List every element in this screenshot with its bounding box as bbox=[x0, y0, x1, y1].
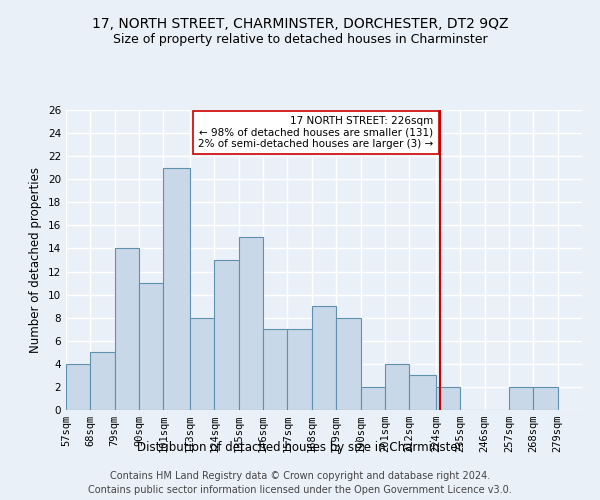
Text: Size of property relative to detached houses in Charminster: Size of property relative to detached ho… bbox=[113, 32, 487, 46]
Text: 17, NORTH STREET, CHARMINSTER, DORCHESTER, DT2 9QZ: 17, NORTH STREET, CHARMINSTER, DORCHESTE… bbox=[92, 18, 508, 32]
Text: 17 NORTH STREET: 226sqm
← 98% of detached houses are smaller (131)
2% of semi-de: 17 NORTH STREET: 226sqm ← 98% of detache… bbox=[199, 116, 434, 149]
Bar bbox=[66, 364, 91, 410]
Bar bbox=[91, 352, 115, 410]
Bar bbox=[509, 387, 533, 410]
Bar bbox=[163, 168, 190, 410]
Text: Contains HM Land Registry data © Crown copyright and database right 2024.
Contai: Contains HM Land Registry data © Crown c… bbox=[88, 471, 512, 495]
Bar bbox=[214, 260, 239, 410]
Bar bbox=[336, 318, 361, 410]
Bar bbox=[139, 283, 163, 410]
Bar bbox=[115, 248, 139, 410]
Bar bbox=[239, 237, 263, 410]
Bar bbox=[312, 306, 336, 410]
Bar bbox=[361, 387, 385, 410]
Bar bbox=[287, 329, 312, 410]
Text: Distribution of detached houses by size in Charminster: Distribution of detached houses by size … bbox=[137, 441, 463, 454]
Bar bbox=[263, 329, 287, 410]
Y-axis label: Number of detached properties: Number of detached properties bbox=[29, 167, 43, 353]
Bar bbox=[533, 387, 557, 410]
Bar bbox=[190, 318, 214, 410]
Bar bbox=[385, 364, 409, 410]
Bar bbox=[436, 387, 460, 410]
Bar bbox=[409, 376, 436, 410]
